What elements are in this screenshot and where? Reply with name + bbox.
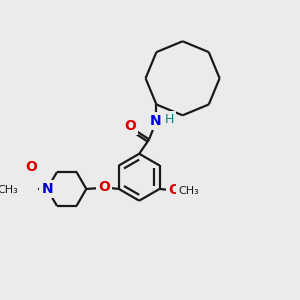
Text: N: N — [41, 182, 53, 196]
Text: O: O — [168, 183, 180, 197]
Text: H: H — [165, 113, 174, 126]
Text: O: O — [25, 160, 37, 174]
Text: N: N — [150, 114, 161, 128]
Text: CH₃: CH₃ — [0, 185, 18, 195]
Text: O: O — [98, 180, 110, 194]
Text: O: O — [124, 119, 136, 134]
Text: CH₃: CH₃ — [178, 186, 199, 196]
